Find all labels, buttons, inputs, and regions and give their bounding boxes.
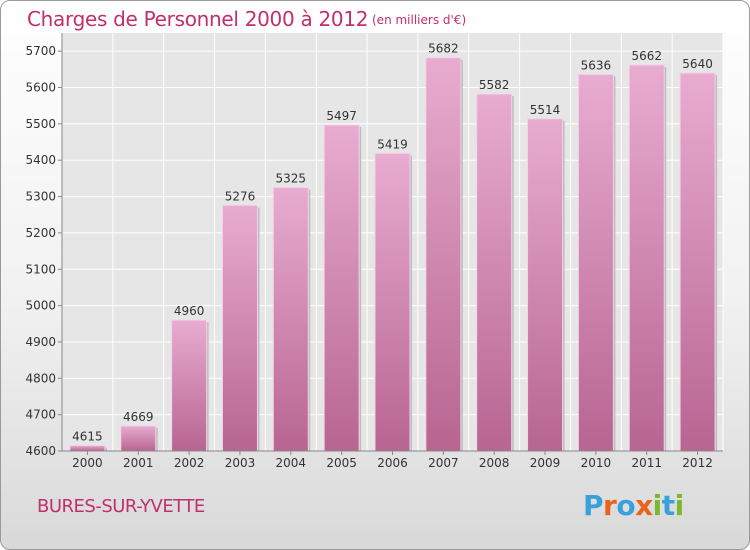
- y-tick-label: 5100: [25, 262, 56, 276]
- logo-letter: P: [583, 489, 604, 522]
- logo-letter: i: [674, 489, 685, 522]
- value-label-2010: 5636: [581, 58, 612, 72]
- logo-letter: o: [616, 489, 636, 522]
- x-tick-label-2005: 2005: [326, 456, 357, 470]
- y-tick-label: 4600: [25, 444, 56, 458]
- y-tick-label: 5700: [25, 44, 56, 58]
- bar-2002[interactable]: [171, 319, 208, 452]
- x-tick-label-2009: 2009: [530, 456, 561, 470]
- chart-subtitle: (en milliers d'€): [372, 13, 467, 27]
- proxiti-logo[interactable]: Proxiti: [583, 489, 684, 522]
- bars: [69, 57, 718, 452]
- y-tick-label: 4900: [25, 335, 56, 349]
- value-label-2006: 5419: [377, 137, 408, 151]
- value-label-2012: 5640: [682, 57, 713, 71]
- x-tick-label-2003: 2003: [225, 456, 256, 470]
- bar-2009[interactable]: [527, 118, 564, 452]
- x-tick-label-2004: 2004: [276, 456, 307, 470]
- bar-2003[interactable]: [221, 204, 258, 452]
- x-tick-label-2000: 2000: [72, 456, 103, 470]
- y-tick-label: 4800: [25, 371, 56, 385]
- x-tick-label-2008: 2008: [479, 456, 510, 470]
- x-tick-label-2010: 2010: [581, 456, 612, 470]
- logo-letter: t: [661, 489, 675, 522]
- y-tick-label: 5500: [25, 117, 56, 131]
- bar-2007[interactable]: [425, 57, 462, 452]
- labels: 4600 4700 4800 4900 5000 5100 5200 5300 5400 5500…: [25, 42, 712, 470]
- value-label-2007: 5682: [428, 42, 459, 56]
- y-tick-label: 5400: [25, 153, 56, 167]
- y-tick-label: 5200: [25, 226, 56, 240]
- value-label-2005: 5497: [326, 109, 357, 123]
- value-label-2008: 5582: [479, 78, 510, 92]
- commune-name: BURES-SUR-YVETTE: [37, 496, 205, 517]
- logo-letter: r: [603, 489, 617, 522]
- x-tick-label-2002: 2002: [174, 456, 205, 470]
- value-label-2002: 4960: [174, 304, 205, 318]
- value-label-2000: 4615: [72, 430, 103, 444]
- value-label-2003: 5276: [225, 189, 256, 203]
- chart-title: Charges de Personnel 2000 à 2012: [27, 7, 369, 31]
- y-tick-label: 5600: [25, 81, 56, 95]
- bar-2004[interactable]: [272, 186, 309, 452]
- value-label-2011: 5662: [631, 49, 662, 63]
- x-tick-label-2006: 2006: [377, 456, 408, 470]
- y-tick-label: 4700: [25, 408, 56, 422]
- logo-letter: i: [652, 489, 663, 522]
- value-label-2004: 5325: [276, 171, 307, 185]
- value-label-2009: 5514: [530, 103, 561, 117]
- bar-2012[interactable]: [679, 72, 716, 452]
- y-tick-label: 5000: [25, 299, 56, 313]
- bar-2011[interactable]: [628, 64, 665, 452]
- y-tick-label: 5300: [25, 190, 56, 204]
- bar-2001[interactable]: [120, 425, 157, 452]
- bar-2008[interactable]: [476, 93, 513, 452]
- x-tick-label-2012: 2012: [682, 456, 713, 470]
- x-tick-label-2011: 2011: [631, 456, 662, 470]
- x-tick-label-2007: 2007: [428, 456, 459, 470]
- bar-2006[interactable]: [374, 152, 411, 452]
- bar-2010[interactable]: [577, 73, 614, 452]
- value-label-2001: 4669: [123, 410, 154, 424]
- bar-2000[interactable]: [69, 445, 106, 452]
- logo-letter: x: [635, 489, 653, 522]
- bar-2005[interactable]: [323, 124, 360, 452]
- axes: [58, 33, 723, 455]
- x-tick-label-2001: 2001: [123, 456, 154, 470]
